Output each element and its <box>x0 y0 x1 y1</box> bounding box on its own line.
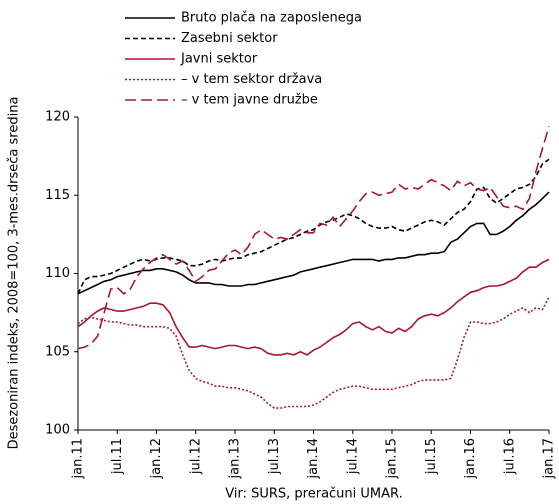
y-axis-label: Desezoniran indeks, 2008=100, 3-mes.drse… <box>7 97 22 450</box>
x-tick-label: jul.13 <box>267 438 282 475</box>
x-tick-label: jul.12 <box>188 438 203 475</box>
x-tick-label: jan.14 <box>306 438 321 480</box>
x-tick-label: jan.15 <box>385 438 400 480</box>
y-tick-label: 105 <box>45 344 70 359</box>
y-tick-label: 115 <box>45 188 70 203</box>
legend-label: Javni sektor <box>180 52 258 67</box>
y-tick-label: 120 <box>45 110 70 125</box>
series-line <box>77 258 550 356</box>
y-tick-label: 100 <box>45 423 70 438</box>
x-tick-label: jul.15 <box>424 438 439 475</box>
series-line <box>77 191 550 295</box>
series-line <box>77 126 550 350</box>
y-tick-label: 110 <box>45 266 70 281</box>
legend-label: Zasebni sektor <box>181 31 278 46</box>
x-tick-label: jan.16 <box>463 438 478 480</box>
legend-label: – v tem sektor država <box>181 72 322 87</box>
x-tick-label: jan.11 <box>71 438 86 480</box>
x-tick-label: jul.16 <box>502 438 517 475</box>
legend-label: – v tem javne družbe <box>181 93 318 108</box>
legend-label: Bruto plača na zaposlenega <box>181 11 362 26</box>
series-line <box>77 158 550 295</box>
x-tick-label: jan.12 <box>149 438 164 480</box>
x-tick-label: jul.11 <box>110 438 125 475</box>
x-tick-label: jul.14 <box>345 438 360 475</box>
x-tick-label: jan.13 <box>228 438 243 480</box>
x-tick-label: jan.17 <box>542 438 557 480</box>
source: Vir: SURS, preračuni UMAR. <box>225 487 402 502</box>
series-line <box>77 296 550 409</box>
